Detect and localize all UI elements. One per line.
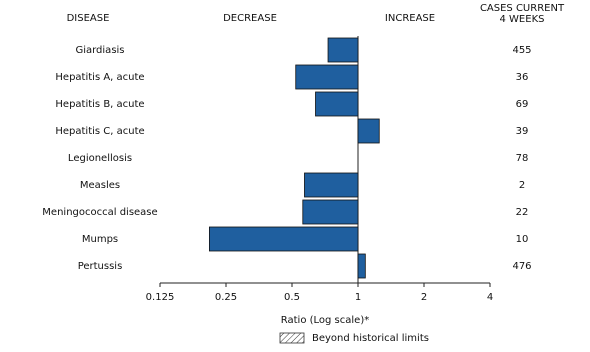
category-label: Measles [80,180,120,191]
cases-header: CASES CURRENT [480,3,565,14]
cases-value: 10 [516,234,529,245]
category-label: Hepatitis C, acute [55,126,144,137]
cases-value: 78 [516,153,529,164]
bar [315,91,359,117]
bar [357,253,366,279]
decrease-label: DECREASE [223,13,277,24]
increase-label: INCREASE [385,13,435,24]
category-label: Hepatitis B, acute [55,99,144,110]
category-label: Mumps [82,234,118,245]
x-tick-label: 1 [355,292,361,303]
bar [357,118,380,144]
category-label: Meningococcal disease [42,207,157,218]
bar [302,199,359,225]
cases-value: 2 [519,180,525,191]
cases-value: 455 [512,45,531,56]
x-axis-label: Ratio (Log scale)* [281,315,369,326]
bar [295,64,359,90]
cases-value: 22 [516,207,529,218]
bar [327,37,359,63]
bar [304,172,359,198]
category-header: DISEASE [67,13,110,24]
cases-header: 4 WEEKS [500,14,545,25]
x-tick-label: 0.25 [215,292,237,303]
x-tick-label: 0.125 [146,292,175,303]
legend-swatch [279,332,305,344]
category-label: Hepatitis A, acute [55,72,144,83]
category-label: Pertussis [78,261,123,272]
category-label: Legionellosis [68,153,132,164]
bar [208,226,359,252]
legend-label: Beyond historical limits [312,333,429,344]
cases-value: 69 [516,99,529,110]
cases-value: 36 [516,72,529,83]
cases-value: 39 [516,126,529,137]
cases-value: 476 [512,261,531,272]
x-tick-label: 2 [421,292,427,303]
x-tick-label: 4 [487,292,493,303]
category-label: Giardiasis [75,45,124,56]
x-tick-label: 0.5 [284,292,300,303]
